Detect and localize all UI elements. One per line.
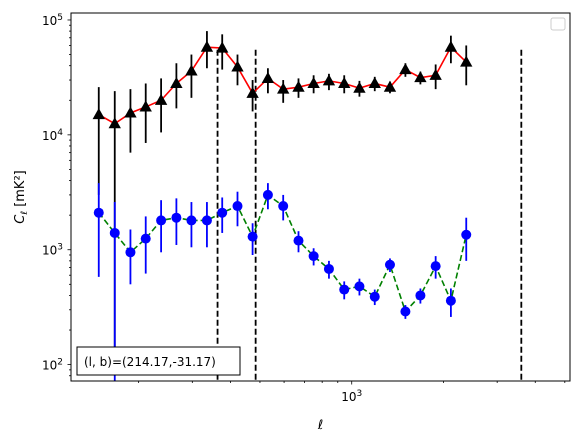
series-1-point-12 <box>278 201 289 212</box>
series-1-point-9 <box>232 201 243 212</box>
y-axis-label: Cℓ [mK²] <box>13 170 30 223</box>
series-0-point-3 <box>139 100 152 112</box>
series-0-point-11 <box>261 71 275 83</box>
y-tick-label: 105 <box>42 13 63 28</box>
series-0-point-1 <box>108 117 121 129</box>
series-0-point-13 <box>292 80 305 92</box>
series-0-point-10 <box>246 86 259 98</box>
series-1-point-24 <box>461 229 472 240</box>
series-0-point-8 <box>216 41 229 53</box>
series-1-point-10 <box>247 231 258 242</box>
series-0-point-24 <box>460 55 473 67</box>
series-0-point-5 <box>170 76 183 89</box>
series-0-point-18 <box>368 76 381 89</box>
series-1-point-6 <box>186 215 197 226</box>
series-0-point-16 <box>338 76 351 89</box>
coordinate-annotation-text: (l, b)=(214.17,-31.17) <box>84 355 216 369</box>
series-1-point-5 <box>171 212 182 223</box>
series-0-point-4 <box>154 93 168 105</box>
series-1-point-21 <box>415 290 426 301</box>
series-1-point-1 <box>109 227 120 238</box>
series-1-point-16 <box>339 284 350 295</box>
plot-frame <box>70 12 571 382</box>
coordinate-annotation-box <box>76 346 241 376</box>
series-0-point-19 <box>383 80 397 92</box>
series-0-point-21 <box>414 71 427 83</box>
series-0-point-15 <box>322 74 336 86</box>
series-1-point-20 <box>400 306 411 317</box>
series-0-point-9 <box>231 60 244 72</box>
series-1-point-0 <box>93 207 104 218</box>
series-1-point-18 <box>369 291 380 302</box>
series-0-point-2 <box>124 106 137 118</box>
series-1-point-23 <box>445 295 456 306</box>
series-0-point-23 <box>444 40 458 52</box>
x-axis-label: ℓ <box>317 418 323 433</box>
series-0-point-12 <box>277 82 290 94</box>
y-tick-label: 104 <box>42 128 63 143</box>
y-tick-label: 103 <box>42 243 63 258</box>
series-1-point-22 <box>430 261 441 272</box>
series-1-point-8 <box>217 207 228 218</box>
series-1-point-4 <box>156 215 167 226</box>
series-1-point-15 <box>323 263 334 274</box>
series-1-point-7 <box>201 215 212 226</box>
series-0-point-20 <box>399 63 412 75</box>
series-0-point-6 <box>185 64 198 76</box>
series-1-point-14 <box>308 251 319 262</box>
series-1-point-2 <box>125 247 136 258</box>
series-1-point-11 <box>262 189 273 200</box>
series-0-point-22 <box>429 68 442 80</box>
legend-box <box>550 17 566 31</box>
series-0-point-17 <box>353 81 366 93</box>
series-0-point-0 <box>92 108 105 120</box>
series-0-point-7 <box>200 40 214 52</box>
series-1-point-3 <box>140 233 151 244</box>
x-tick-label: 103 <box>341 389 362 404</box>
y-tick-label: 102 <box>42 358 63 373</box>
series-1-point-19 <box>384 259 395 270</box>
series-1-point-17 <box>354 281 365 292</box>
series-0-point-14 <box>307 76 320 89</box>
series-1-point-13 <box>293 235 304 246</box>
